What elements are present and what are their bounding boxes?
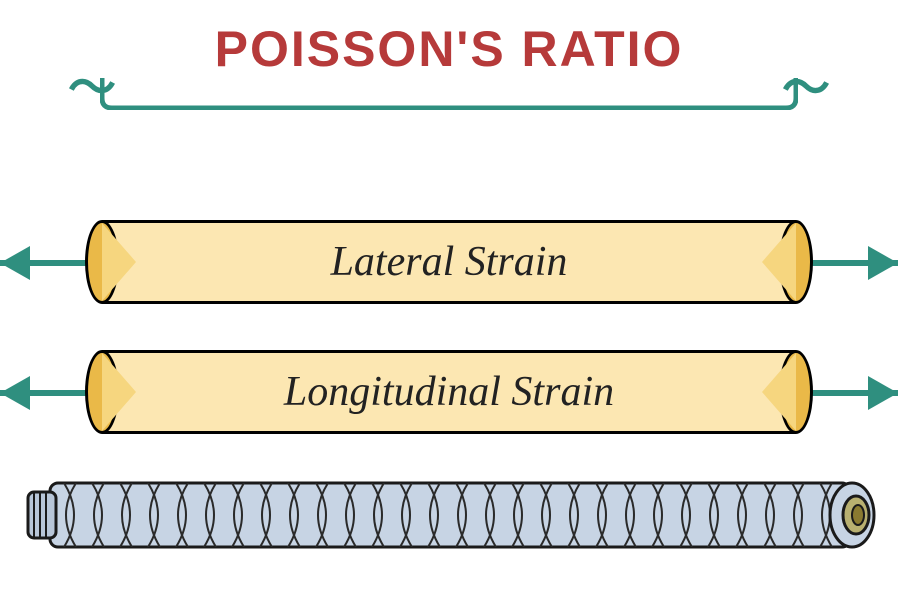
title-bracket-icon (100, 78, 798, 110)
longitudinal-label: Longitudinal Strain (0, 350, 898, 434)
lateral-label: Lateral Strain (0, 220, 898, 304)
braided-cylinder-icon (20, 480, 878, 550)
page-title: POISSON'S RATIO (215, 20, 684, 78)
title-block: 〜 POISSON'S RATIO 〜 (0, 20, 898, 78)
lateral-strain-block: Lateral Strain (0, 220, 898, 304)
longitudinal-strain-block: Longitudinal Strain (0, 350, 898, 434)
